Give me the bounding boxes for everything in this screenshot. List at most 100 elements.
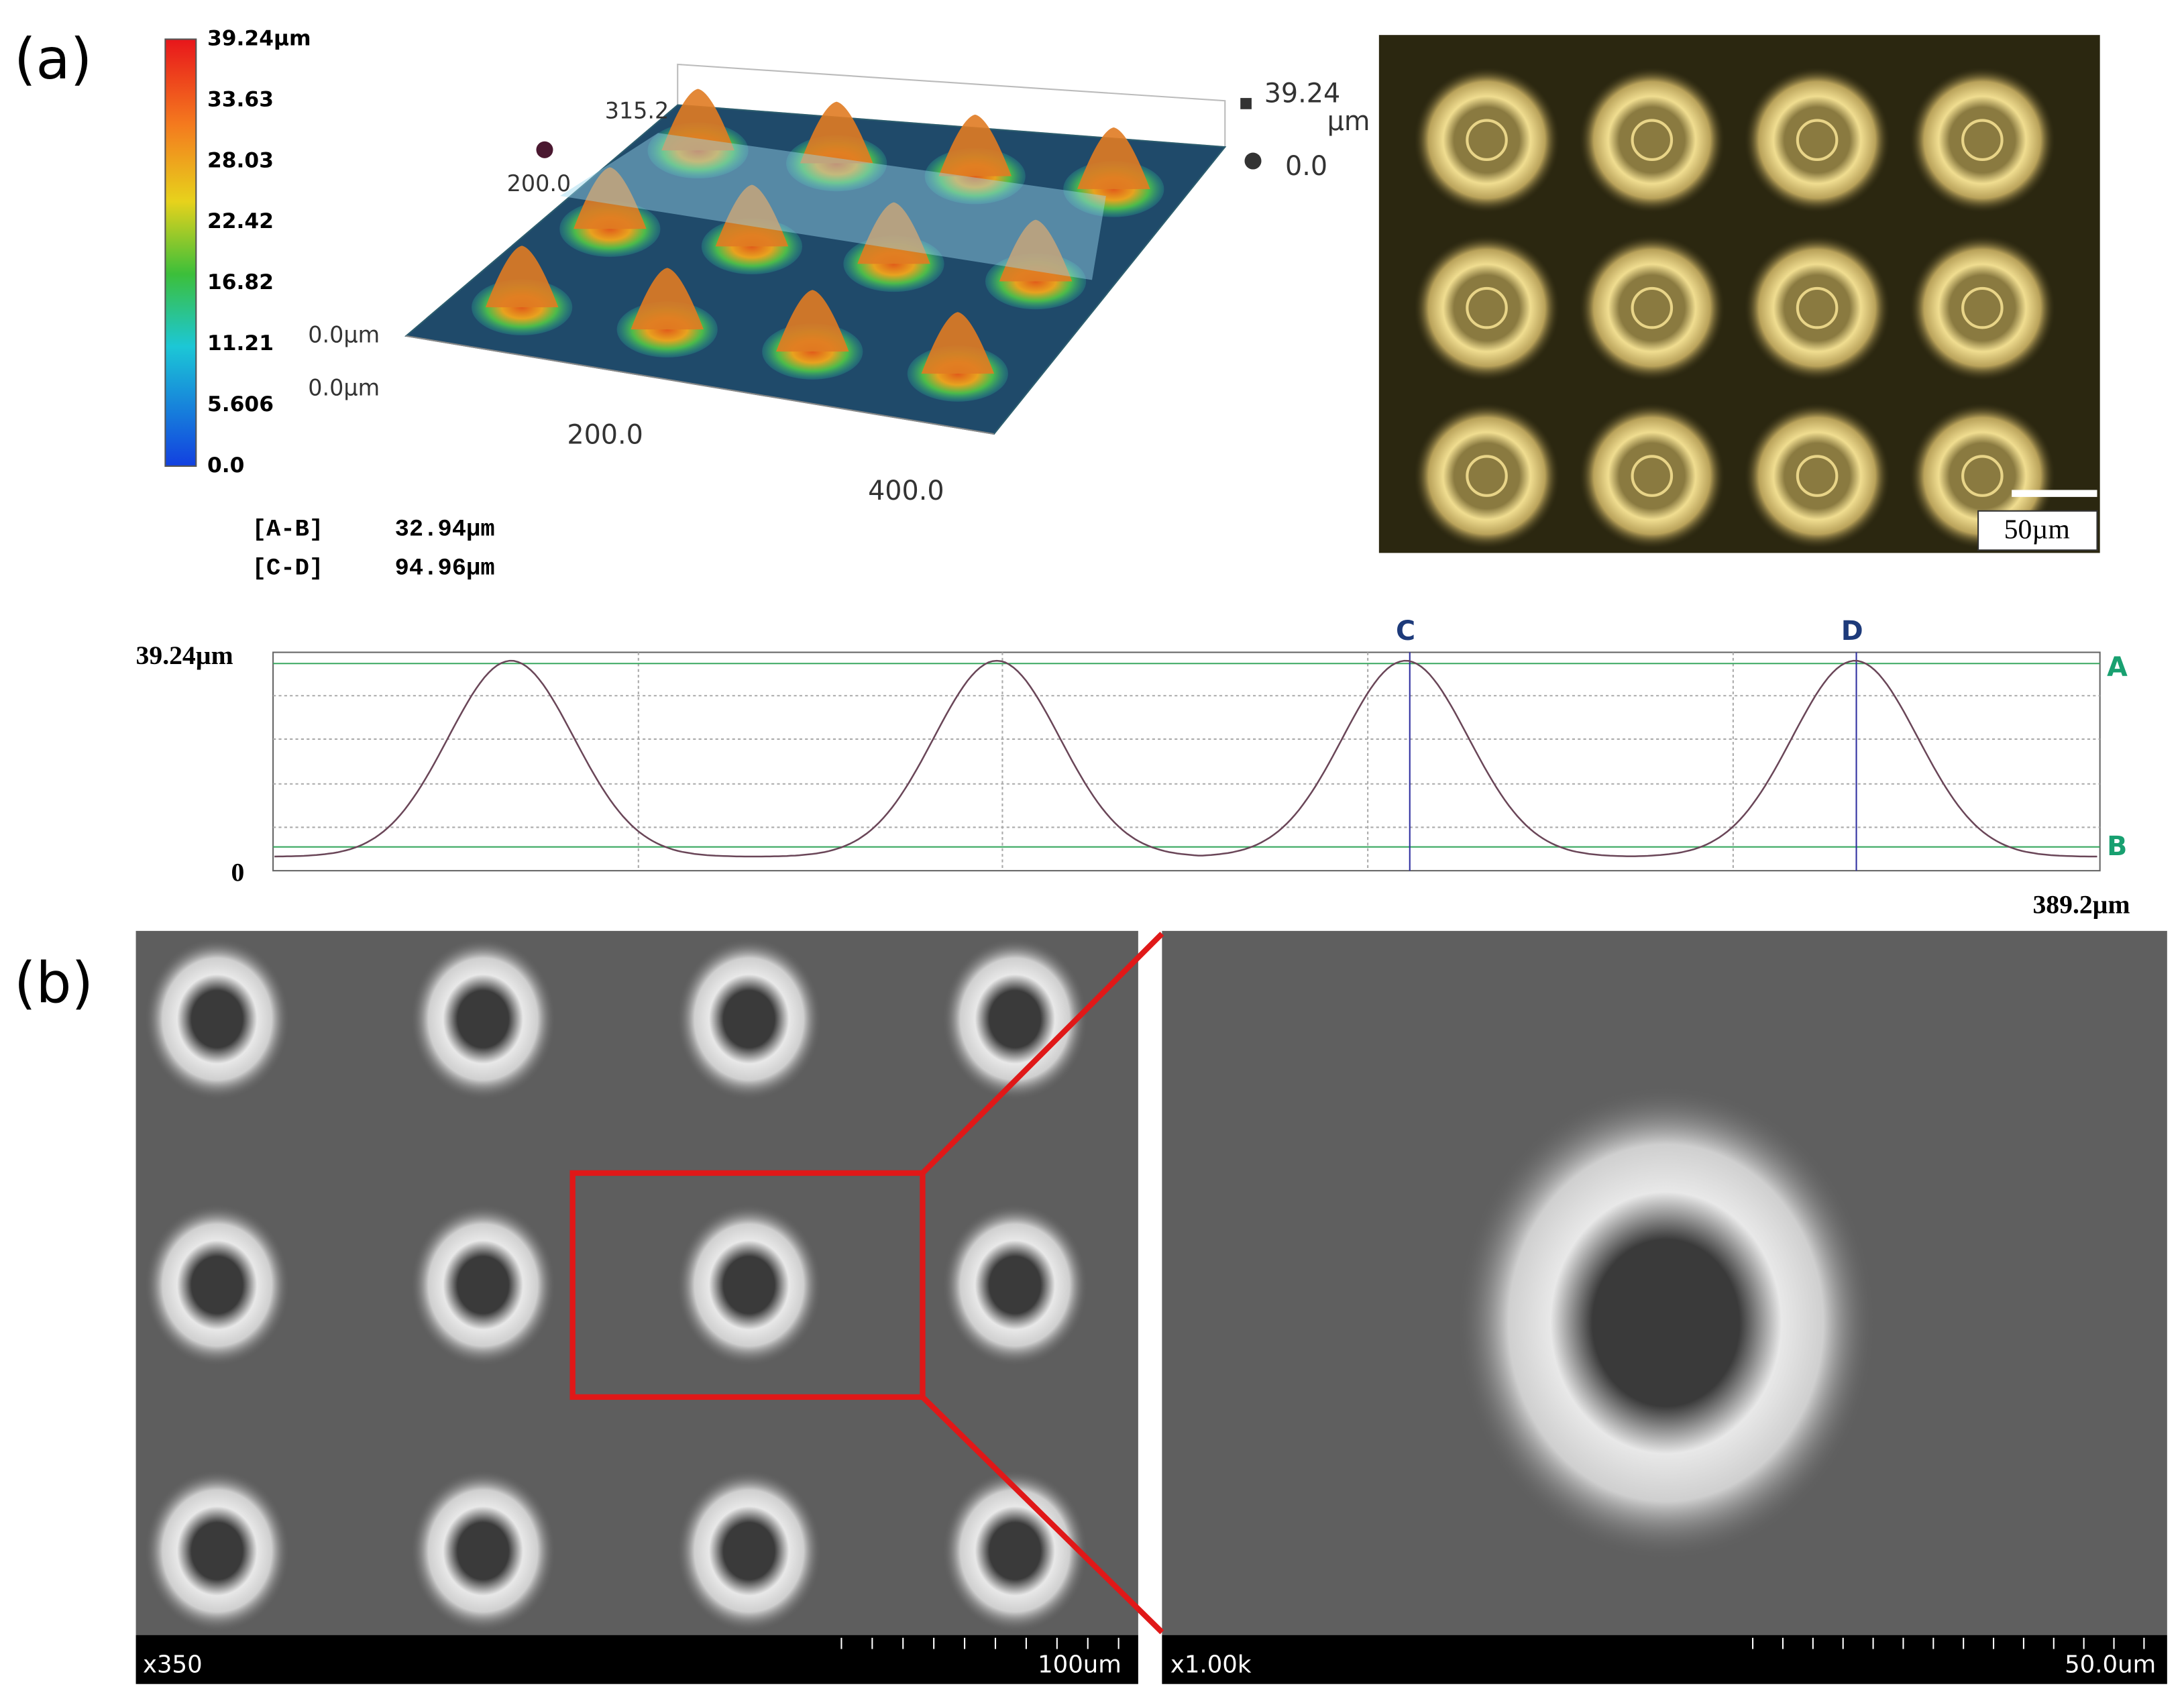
marker [1244, 152, 1262, 170]
cone [857, 202, 930, 264]
sem-crater [410, 1203, 556, 1366]
measure-value: 94.96µm [395, 555, 495, 582]
optical-crater [1744, 403, 1890, 549]
magnification: x350 [143, 1651, 203, 1679]
sem-crater [144, 1203, 290, 1366]
magnification: x1.00k [1170, 1651, 1252, 1679]
cone [485, 245, 559, 308]
optical-core [1961, 119, 2004, 162]
measure-name: [A-B] [252, 515, 323, 543]
sem-crater [942, 1470, 1088, 1633]
optical-crater [1909, 67, 2055, 213]
cone [574, 167, 647, 229]
optical-crater [1744, 67, 1890, 213]
colorbar-label: 5.606 [207, 392, 274, 417]
optical-core [1796, 286, 1839, 329]
scale-label: 100um [1038, 1651, 1122, 1679]
surface-label: 0.0µm [308, 321, 380, 347]
sem-crater [144, 1470, 290, 1633]
profile-y-bottom: 0 [231, 857, 244, 887]
optical-crater [1579, 235, 1725, 381]
cone [661, 89, 734, 151]
colorbar-label: 0.0 [207, 453, 244, 478]
optical-core [1796, 119, 1839, 162]
scale-label: 50µm [2004, 514, 2070, 545]
surface-label: 200.0 [567, 420, 643, 451]
scale-label: 50.0um [2065, 1651, 2156, 1679]
surface-label: 200.0 [507, 170, 571, 197]
optical-core [1961, 455, 2004, 497]
sem-crater [942, 938, 1088, 1101]
optical-crater [1744, 235, 1890, 381]
marker [1240, 98, 1252, 109]
marker-label: D [1841, 616, 1863, 647]
colorbar-label: 11.21 [207, 331, 274, 355]
sem-crater [410, 938, 556, 1101]
surface-label: 39.24 [1264, 78, 1340, 109]
cone [938, 114, 1012, 176]
optical-crater [1414, 67, 1560, 213]
profile-x-end: 389.2µm [2032, 889, 2130, 919]
marker-label: A [2107, 652, 2128, 683]
optical-core [1961, 286, 2004, 329]
optical-core [1631, 455, 1674, 497]
surface-label: 0.0 [1285, 151, 1327, 182]
marker [536, 141, 553, 158]
section-plane [559, 133, 1106, 280]
optical-core [1631, 286, 1674, 329]
optical-core [1631, 119, 1674, 162]
sem-crater [676, 1470, 822, 1633]
profile-frame [272, 651, 2101, 872]
optical-crater [1414, 235, 1560, 381]
profile-y-top: 39.24µm [136, 641, 233, 670]
sem-crater [676, 1203, 822, 1366]
zoom-line [920, 1394, 1164, 1635]
surface-label: 315.2 [605, 97, 669, 123]
optical-crater [1414, 403, 1560, 549]
optical-core [1796, 455, 1839, 497]
sem-crater [676, 938, 822, 1101]
colorbar-label: 39.24µm [207, 26, 311, 50]
cone [1077, 127, 1150, 189]
marker-label: B [2107, 831, 2127, 862]
measure-name: [C-D] [252, 555, 323, 582]
sem-crater [942, 1203, 1088, 1366]
optical-core [1466, 286, 1508, 329]
surface-3d [404, 63, 1262, 435]
cone [715, 184, 789, 247]
info-bar [135, 1635, 1138, 1684]
optical-crater [1579, 67, 1725, 213]
measure-value: 32.94µm [395, 515, 495, 543]
zoom-line [920, 932, 1164, 1175]
panel-label: (a) [14, 27, 92, 92]
profile-curve [274, 659, 2097, 858]
cone [800, 101, 873, 164]
cone [631, 268, 704, 330]
colorbar-label: 16.82 [207, 270, 274, 294]
optical-crater [1579, 403, 1725, 549]
colorbar [164, 38, 197, 468]
marker-label: C [1396, 616, 1415, 647]
scale-box [1977, 510, 2098, 551]
optical-crater [1909, 235, 2055, 381]
colorbar-label: 22.42 [207, 209, 274, 233]
sem-crater [1456, 1085, 1876, 1561]
cone [999, 219, 1073, 282]
optical-core [1466, 119, 1508, 162]
cone [921, 312, 995, 374]
panel-label: (b) [14, 950, 93, 1015]
info-bar [1162, 1635, 2167, 1684]
colorbar-label: 33.63 [207, 87, 274, 111]
surface-label: 400.0 [868, 476, 944, 506]
sem-crater [144, 938, 290, 1101]
surface-label: 0.0µm [308, 375, 380, 401]
sem-crater [410, 1470, 556, 1633]
optical-core [1466, 455, 1508, 497]
cone [776, 290, 849, 352]
zoom-box [569, 1170, 926, 1400]
surface-label: µm [1327, 106, 1370, 137]
colorbar-label: 28.03 [207, 148, 274, 172]
axis-line [406, 335, 995, 435]
